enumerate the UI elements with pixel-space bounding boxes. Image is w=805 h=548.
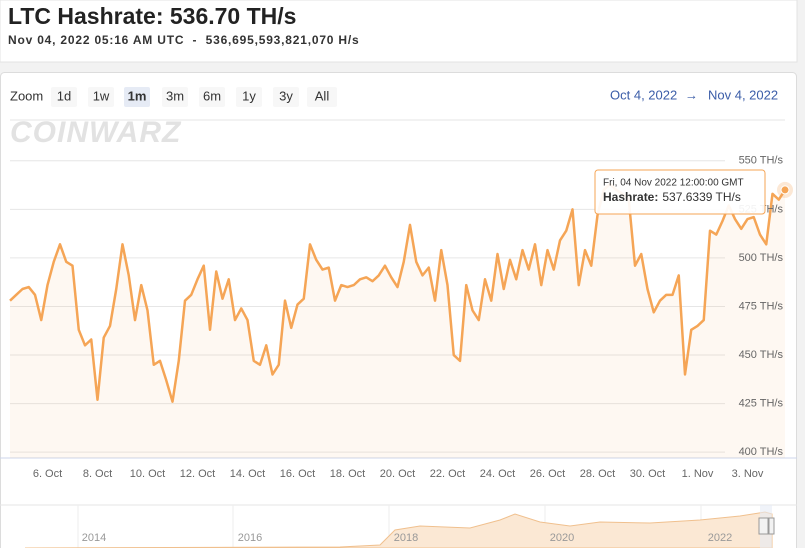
- y-tick-label: 500 TH/s: [739, 252, 784, 264]
- x-tick-label: 30. Oct: [630, 468, 665, 480]
- zoom-label: Zoom: [10, 88, 43, 103]
- zoom-button-label: 1d: [57, 88, 71, 103]
- zoom-button[interactable]: 1y: [236, 87, 262, 107]
- zoom-button-label: 1y: [242, 88, 256, 103]
- x-tick-label: 28. Oct: [580, 468, 615, 480]
- x-tick-label: 20. Oct: [380, 468, 415, 480]
- zoom-button-bg: [307, 87, 337, 107]
- x-tick-label: 24. Oct: [480, 468, 515, 480]
- navigator-year: 2022: [708, 532, 732, 544]
- tooltip-value: 537.6339 TH/s: [662, 190, 741, 204]
- zoom-button[interactable]: 1d: [51, 87, 77, 107]
- page-subtitle: Nov 04, 2022 05:16 AM UTC - 536,695,593,…: [8, 33, 359, 47]
- y-tick-label: 550 TH/s: [739, 155, 784, 167]
- zoom-button-label: All: [315, 88, 330, 103]
- zoom-button[interactable]: 6m: [199, 87, 225, 107]
- x-tick-label: 18. Oct: [330, 468, 365, 480]
- zoom-button-bg: [124, 87, 150, 107]
- x-tick-label: 16. Oct: [280, 468, 315, 480]
- zoom-button-bg: [236, 87, 262, 107]
- zoom-button-bg: [88, 87, 114, 107]
- zoom-button-label: 3y: [279, 88, 293, 103]
- page-title: LTC Hashrate: 536.70 TH/s: [8, 3, 296, 29]
- header-panel: [0, 0, 798, 63]
- zoom-button[interactable]: All: [307, 87, 337, 107]
- navigator-year: 2014: [82, 532, 106, 544]
- navigator-year: 2016: [238, 532, 262, 544]
- navigator-handle[interactable]: [768, 517, 775, 535]
- line: [9, 182, 787, 403]
- tooltip-date: Fri, 04 Nov 2022 12:00:00 GMT: [603, 178, 744, 189]
- zoom-button[interactable]: 1w: [88, 87, 114, 107]
- area-fill: [10, 184, 785, 458]
- zoom-button[interactable]: 1m: [124, 87, 150, 107]
- x-tick-label: 12. Oct: [180, 468, 215, 480]
- x-tick-label: 26. Oct: [530, 468, 565, 480]
- x-tick-label: 10. Oct: [130, 468, 165, 480]
- range-to[interactable]: Nov 4, 2022: [708, 87, 778, 102]
- navigator: [0, 504, 797, 548]
- navigator-handle[interactable]: [758, 517, 769, 535]
- zoom-button-label: 6m: [203, 88, 221, 103]
- y-tick-label: 400 TH/s: [739, 446, 784, 458]
- zoom-button-bg: [273, 87, 299, 107]
- plot: [9, 160, 793, 458]
- y-tick-label: 450 TH/s: [739, 349, 784, 361]
- zoom-button-bg: [162, 87, 188, 107]
- x-tick-label: 1. Nov: [682, 468, 714, 480]
- zoom-button-bg: [51, 87, 77, 107]
- watermark: COINWARZ: [10, 116, 182, 149]
- zoom-button-label: 1w: [93, 88, 110, 103]
- zoom-button-label: 1m: [128, 88, 147, 103]
- tooltip-label: Hashrate:: [603, 190, 658, 204]
- x-tick-label: 6. Oct: [33, 468, 62, 480]
- navigator-year: 2018: [394, 532, 418, 544]
- hover-point: [780, 185, 790, 195]
- tooltip-body: Hashrate: 537.6339 TH/s: [603, 190, 741, 204]
- x-tick-label: 3. Nov: [732, 468, 764, 480]
- zoom-button-label: 3m: [166, 88, 184, 103]
- y-tick-label: 425 TH/s: [739, 398, 784, 410]
- x-tick-label: 22. Oct: [430, 468, 465, 480]
- range-from[interactable]: Oct 4, 2022: [610, 87, 677, 102]
- tooltip-box: [594, 169, 766, 215]
- y-tick-label: 475 TH/s: [739, 300, 784, 312]
- zoom-button-bg: [199, 87, 225, 107]
- range-arrow: →: [685, 87, 698, 102]
- navigator-year: 2020: [550, 532, 574, 544]
- x-tick-label: 14. Oct: [230, 468, 265, 480]
- zoom-button[interactable]: 3y: [273, 87, 299, 107]
- zoom-button[interactable]: 3m: [162, 87, 188, 107]
- x-tick-label: 8. Oct: [83, 468, 112, 480]
